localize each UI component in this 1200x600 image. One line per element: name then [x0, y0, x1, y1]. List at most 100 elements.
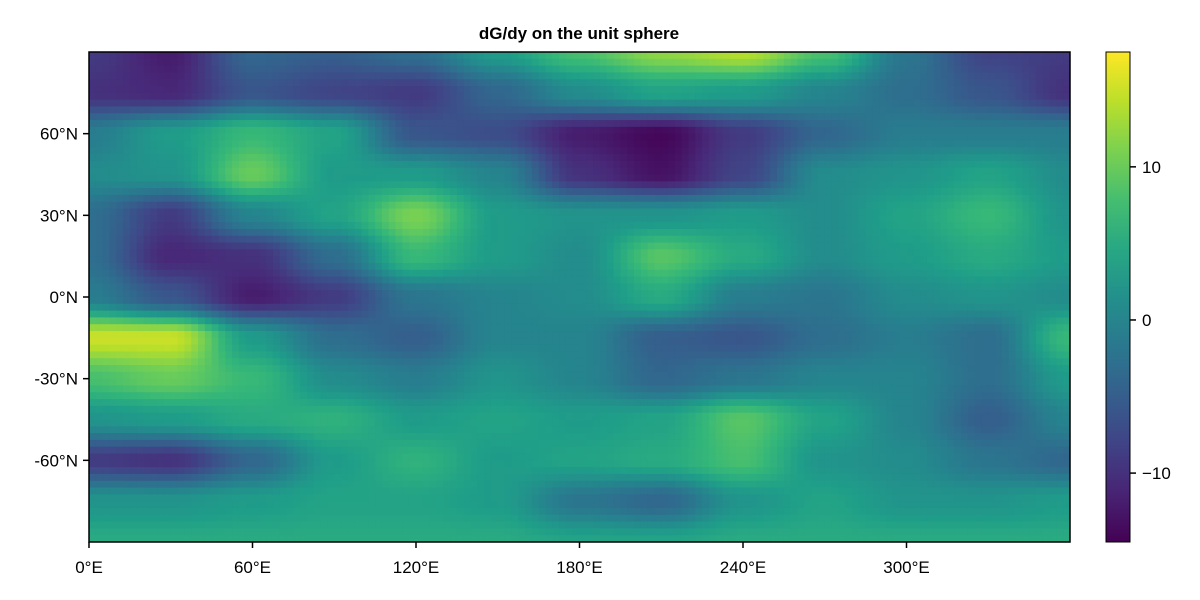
heatmap-cell: [913, 174, 921, 182]
heatmap-cell: [477, 72, 485, 80]
heatmap-cell: [116, 86, 124, 94]
heatmap-cell: [450, 113, 458, 121]
heatmap-cell: [279, 92, 288, 101]
heatmap-cell: [872, 92, 880, 101]
heatmap-cell: [831, 167, 839, 176]
heatmap-cell: [695, 79, 703, 87]
heatmap-cell: [743, 147, 751, 155]
heatmap-cell: [770, 79, 778, 87]
heatmap-cell: [150, 188, 158, 196]
heatmap-cell: [409, 79, 417, 87]
heatmap-cell: [749, 208, 758, 216]
heatmap-cell: [559, 160, 567, 169]
heatmap-cell: [647, 215, 656, 223]
heatmap-cell: [926, 194, 935, 203]
heatmap-cell: [933, 72, 942, 80]
heatmap-cell: [852, 215, 860, 223]
heatmap-cell: [211, 276, 220, 284]
heatmap-cell: [824, 174, 833, 182]
heatmap-cell: [211, 269, 220, 278]
heatmap-cell: [634, 194, 642, 203]
heatmap-cell: [613, 92, 621, 101]
heatmap-cell: [272, 181, 281, 189]
heatmap-cell: [129, 276, 138, 284]
heatmap-cell: [770, 113, 778, 121]
heatmap-cell: [177, 235, 185, 244]
heatmap-cell: [552, 113, 560, 121]
heatmap-cell: [879, 113, 887, 121]
heatmap-cell: [913, 181, 921, 189]
heatmap-cell: [347, 201, 356, 210]
heatmap-cell: [933, 181, 942, 189]
heatmap-cell: [640, 262, 649, 271]
heatmap-cell: [1022, 58, 1030, 67]
heatmap-cell: [538, 242, 547, 250]
heatmap-cell: [279, 58, 288, 67]
heatmap-cell: [416, 133, 424, 142]
heatmap-cell: [783, 99, 792, 108]
heatmap-cell: [470, 99, 478, 108]
heatmap-cell: [974, 52, 983, 60]
heatmap-cell: [293, 140, 301, 148]
heatmap-cell: [409, 276, 417, 284]
heatmap-cell: [879, 154, 887, 162]
heatmap-cell: [845, 113, 853, 121]
heatmap-cell: [824, 113, 833, 121]
heatmap-cell: [899, 167, 908, 176]
heatmap-cell: [1029, 167, 1037, 176]
heatmap-cell: [266, 126, 274, 135]
heatmap-cell: [463, 167, 472, 176]
heatmap-cell: [654, 133, 662, 142]
heatmap-cell: [416, 92, 424, 101]
heatmap-cell: [681, 222, 690, 230]
heatmap-cell: [920, 215, 928, 223]
heatmap-cell: [245, 72, 254, 80]
heatmap-cell: [681, 86, 690, 94]
heatmap-cell: [450, 222, 458, 230]
heatmap-cell: [123, 106, 131, 114]
heatmap-cell: [695, 208, 703, 216]
heatmap-cell: [191, 126, 199, 135]
heatmap-cell: [1056, 106, 1064, 114]
heatmap-cell: [538, 235, 547, 244]
heatmap-cell: [613, 126, 621, 135]
heatmap-cell: [831, 106, 839, 114]
heatmap-cell: [341, 160, 349, 169]
heatmap-cell: [708, 86, 717, 94]
heatmap-cell: [320, 228, 329, 237]
heatmap-cell: [790, 58, 799, 67]
heatmap-cell: [443, 58, 451, 67]
heatmap-cell: [961, 65, 969, 74]
heatmap-cell: [470, 249, 478, 257]
heatmap-cell: [1035, 133, 1044, 142]
heatmap-cell: [886, 140, 894, 148]
heatmap-cell: [586, 167, 594, 176]
heatmap-cell: [1029, 120, 1037, 128]
heatmap-cell: [790, 160, 799, 169]
heatmap-cell: [123, 147, 131, 155]
heatmap-cell: [334, 256, 342, 264]
heatmap-cell: [552, 256, 560, 264]
heatmap-cell: [661, 92, 669, 101]
heatmap-cell: [545, 120, 553, 128]
heatmap-cell: [218, 228, 226, 237]
heatmap-cell: [286, 269, 294, 278]
heatmap-cell: [1022, 242, 1030, 250]
heatmap-cell: [1015, 52, 1023, 60]
heatmap-cell: [961, 72, 969, 80]
heatmap-cell: [238, 228, 247, 237]
heatmap-cell: [116, 126, 124, 135]
heatmap-cell: [450, 65, 458, 74]
heatmap-cell: [136, 92, 145, 101]
heatmap-cell: [225, 249, 233, 257]
heatmap-cell: [729, 58, 737, 67]
heatmap-cell: [804, 65, 812, 74]
heatmap-cell: [981, 133, 989, 142]
heatmap-cell: [681, 72, 690, 80]
heatmap-cell: [354, 256, 363, 264]
heatmap-cell: [981, 201, 989, 210]
heatmap-cell: [879, 215, 887, 223]
heatmap-cell: [620, 276, 628, 284]
heatmap-cell: [838, 208, 846, 216]
heatmap-cell: [545, 65, 553, 74]
